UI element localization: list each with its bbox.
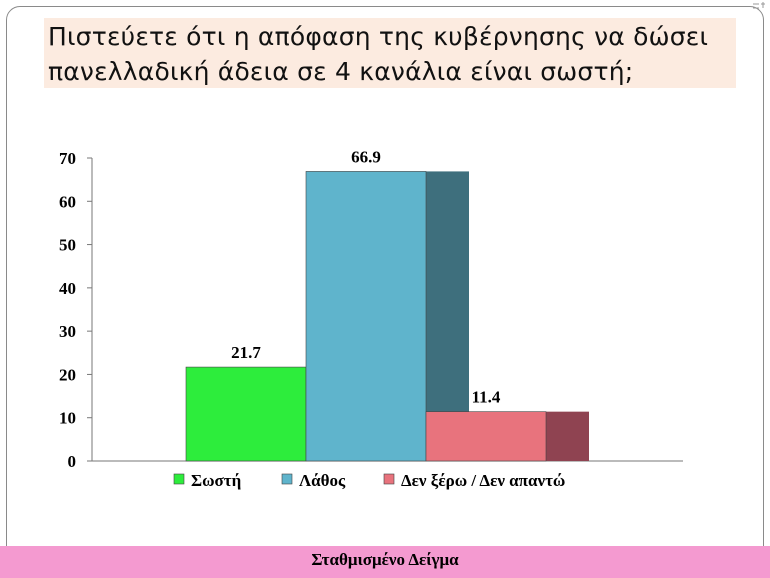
data-label: 21.7 xyxy=(231,343,261,362)
data-label: 66.9 xyxy=(351,147,381,166)
bar xyxy=(185,366,307,462)
bar xyxy=(425,411,547,462)
corner-marks-icon xyxy=(753,2,765,9)
y-tick-label: 30 xyxy=(59,322,76,341)
legend-label: Λάθος xyxy=(299,471,346,490)
bar-chart: 0 10 20 30 40 50 60 70 21.7 66.9 11.4 Σωστή Λάθος Δεν… xyxy=(59,147,683,490)
bar xyxy=(305,171,427,462)
footer-label: Σταθμισμένο Δείγμα xyxy=(311,550,459,569)
y-tick-label: 70 xyxy=(59,149,76,168)
footer-band xyxy=(0,546,770,578)
y-tick-label: 20 xyxy=(59,365,76,384)
y-tick-label: 40 xyxy=(59,279,76,298)
bar-side-face xyxy=(546,411,589,461)
legend-label: Σωστή xyxy=(191,471,241,490)
slide-title: Πιστεύετε ότι η απόφαση της κυβέρνησης ν… xyxy=(48,22,709,86)
legend-swatch xyxy=(383,473,395,485)
y-tick-label: 60 xyxy=(59,192,76,211)
legend-swatch xyxy=(281,473,293,485)
legend-label: Δεν ξέρω / Δεν απαντώ xyxy=(401,471,565,490)
y-tick-label: 50 xyxy=(59,236,76,255)
y-tick-label: 0 xyxy=(68,452,77,471)
legend-swatch xyxy=(173,473,185,485)
data-label: 11.4 xyxy=(472,388,501,407)
title-box xyxy=(44,18,736,88)
y-tick-label: 10 xyxy=(59,409,76,428)
